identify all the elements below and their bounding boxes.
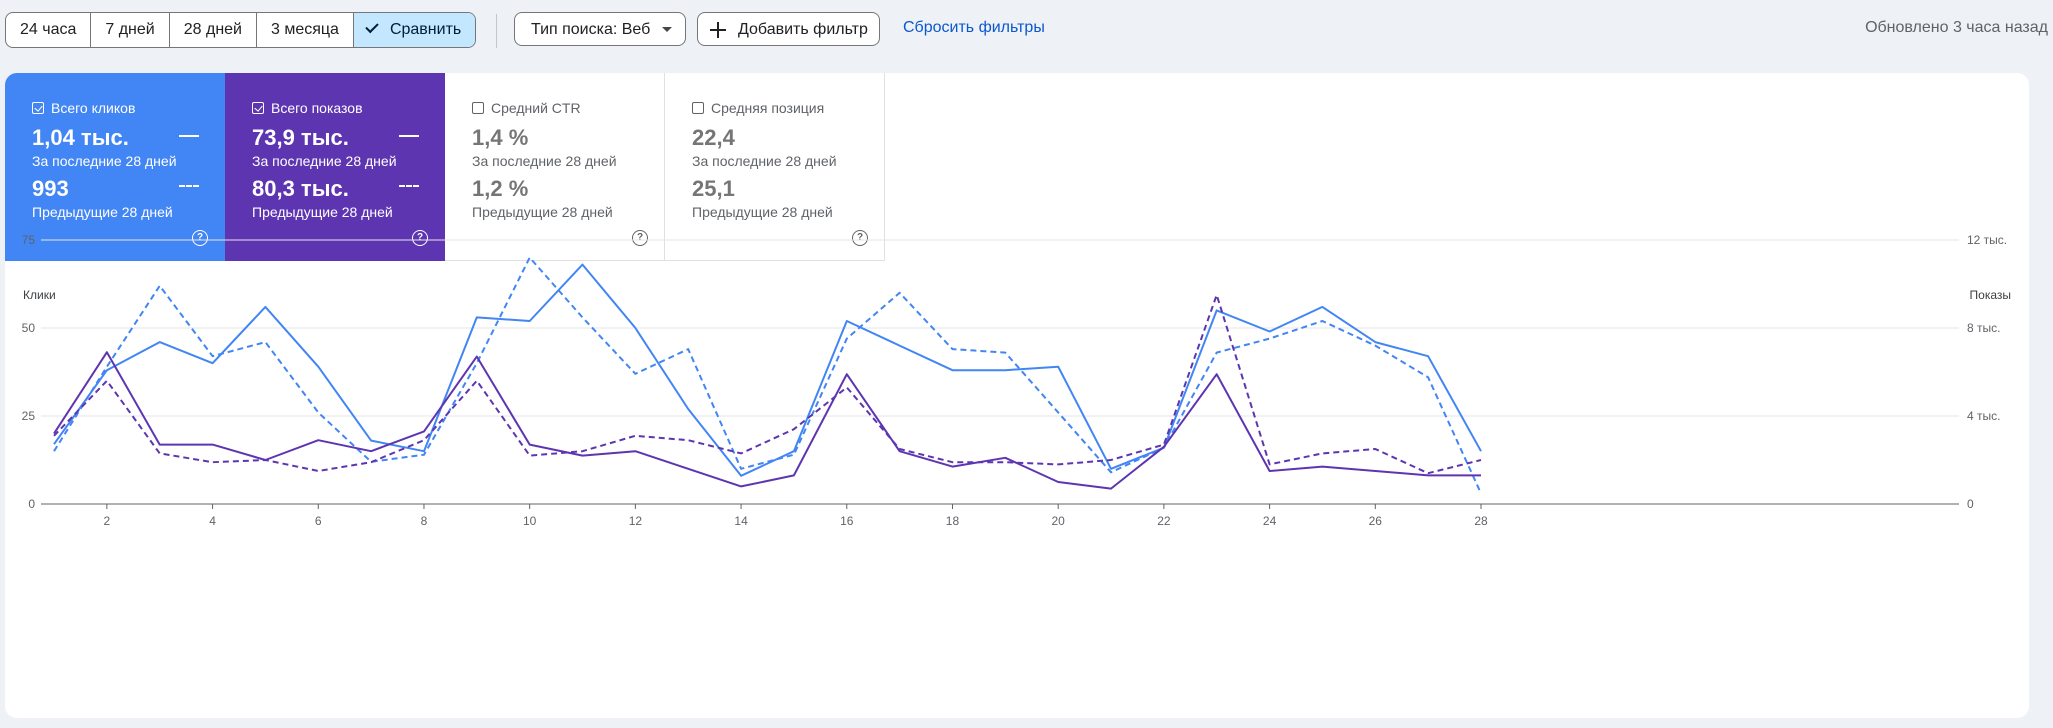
range-24h-button[interactable]: 24 часа xyxy=(6,13,92,47)
x-tick-label: 2 xyxy=(104,514,111,528)
metric-value: 22,4 xyxy=(692,125,735,150)
x-tick-label: 24 xyxy=(1263,514,1277,528)
add-filter-label: Добавить фильтр xyxy=(738,21,868,38)
metric-tile-ctr[interactable]: Средний CTR 1,4 % За последние 28 дней 1… xyxy=(445,73,665,261)
metric-title: Всего показов xyxy=(271,100,363,116)
y-right-tick-label: 4 тыс. xyxy=(1967,409,2000,423)
metric-value: 73,9 тыс. xyxy=(252,125,349,150)
metric-header: Всего кликов xyxy=(32,100,135,116)
x-tick-label: 22 xyxy=(1157,514,1171,528)
y-left-tick-label: 0 xyxy=(28,497,35,511)
series-line-impressions-previous xyxy=(53,294,1482,475)
metric-prev-value: 80,3 тыс. xyxy=(252,176,349,201)
x-tick-label: 4 xyxy=(209,514,216,528)
x-tick-label: 16 xyxy=(840,514,854,528)
x-tick-label: 26 xyxy=(1369,514,1383,528)
x-tick-label: 14 xyxy=(734,514,748,528)
updated-status: Обновлено 3 часа назад xyxy=(1865,19,2048,36)
toolbar: 24 часа 7 дней 28 дней 3 месяца Сравнить… xyxy=(0,0,2053,58)
metric-period: За последние 28 дней xyxy=(32,153,177,169)
help-icon[interactable]: ? xyxy=(412,230,428,246)
x-tick-label: 20 xyxy=(1052,514,1066,528)
plus-icon xyxy=(710,22,726,38)
range-3m-button[interactable]: 3 месяца xyxy=(257,13,354,47)
x-tick-label: 8 xyxy=(421,514,428,528)
x-tick-label: 28 xyxy=(1474,514,1488,528)
y-left-tick-label: 75 xyxy=(22,233,36,247)
metric-prev-value: 993 xyxy=(32,176,69,201)
search-type-label: Тип поиска: Веб xyxy=(531,21,651,38)
metric-tile-impressions[interactable]: Всего показов 73,9 тыс. За последние 28 … xyxy=(225,73,445,261)
dashed-line-legend-icon xyxy=(179,185,199,187)
y-left-tick-label: 50 xyxy=(22,321,36,335)
metric-value: 1,04 тыс. xyxy=(32,125,129,150)
x-tick-label: 12 xyxy=(629,514,643,528)
metric-prev-period: Предыдущие 28 дней xyxy=(32,204,173,220)
help-icon[interactable]: ? xyxy=(632,230,648,246)
metric-prev-value: 25,1 xyxy=(692,176,735,201)
metric-value: 1,4 % xyxy=(472,125,529,150)
dropdown-arrow-icon xyxy=(662,27,672,32)
metric-prev-value: 1,2 % xyxy=(472,176,529,201)
metric-prev-period: Предыдущие 28 дней xyxy=(692,204,833,220)
metric-header: Всего показов xyxy=(252,100,363,116)
compare-label: Сравнить xyxy=(389,21,462,38)
metric-title: Всего кликов xyxy=(51,100,136,116)
metric-tile-clicks[interactable]: Всего кликов 1,04 тыс. За последние 28 д… xyxy=(5,73,225,261)
date-range-selector: 24 часа 7 дней 28 дней 3 месяца Сравнить xyxy=(5,12,477,48)
search-type-dropdown[interactable]: Тип поиска: Веб xyxy=(514,12,686,46)
range-28d-button[interactable]: 28 дней xyxy=(170,13,257,47)
solid-line-legend-icon xyxy=(399,135,419,137)
compare-button[interactable]: Сравнить xyxy=(353,13,476,47)
x-tick-label: 10 xyxy=(523,514,537,528)
metric-title: Средний CTR xyxy=(491,100,581,116)
help-icon[interactable]: ? xyxy=(852,230,868,246)
add-filter-button[interactable]: Добавить фильтр xyxy=(697,12,880,46)
y-axis-right-title: Показы xyxy=(1970,288,2011,302)
checkbox-checked-icon[interactable] xyxy=(252,102,264,114)
metric-prev-period: Предыдущие 28 дней xyxy=(252,204,393,220)
y-right-tick-label: 8 тыс. xyxy=(1967,321,2000,335)
y-left-tick-label: 25 xyxy=(22,409,36,423)
dashed-line-legend-icon xyxy=(399,185,419,187)
metric-tile-position[interactable]: Средняя позиция 22,4 За последние 28 дне… xyxy=(665,73,885,261)
checkbox-checked-icon[interactable] xyxy=(32,102,44,114)
metric-title: Средняя позиция xyxy=(711,100,825,116)
series-line-clicks-previous xyxy=(53,256,1482,494)
checkbox-unchecked-icon[interactable] xyxy=(472,102,484,114)
metric-prev-period: Предыдущие 28 дней xyxy=(472,204,613,220)
y-right-tick-label: 0 xyxy=(1967,497,1974,511)
range-7d-button[interactable]: 7 дней xyxy=(91,13,170,47)
metric-period: За последние 28 дней xyxy=(472,153,617,169)
x-tick-label: 6 xyxy=(315,514,322,528)
metric-period: За последние 28 дней xyxy=(692,153,837,169)
x-tick-label: 18 xyxy=(946,514,960,528)
checkbox-unchecked-icon[interactable] xyxy=(692,102,704,114)
y-axis-left-title: Клики xyxy=(23,288,56,302)
metric-header: Средний CTR xyxy=(472,100,581,116)
performance-chart: Клики Показы 0 25 50 75 0 4 тыс. 8 тыс. 12 тыс… xyxy=(22,233,2011,528)
reset-filters-link[interactable]: Сбросить фильтры xyxy=(903,19,1045,36)
help-icon[interactable]: ? xyxy=(192,230,208,246)
metric-period: За последние 28 дней xyxy=(252,153,397,169)
checkmark-icon xyxy=(365,19,379,34)
metric-header: Средняя позиция xyxy=(692,100,824,116)
series-line-clicks-current xyxy=(53,263,1482,477)
series-line-impressions-current xyxy=(53,351,1481,490)
solid-line-legend-icon xyxy=(179,135,199,137)
performance-card: Всего кликов 1,04 тыс. За последние 28 д… xyxy=(5,73,2029,718)
toolbar-divider xyxy=(496,14,497,48)
y-right-tick-label: 12 тыс. xyxy=(1967,233,2007,247)
